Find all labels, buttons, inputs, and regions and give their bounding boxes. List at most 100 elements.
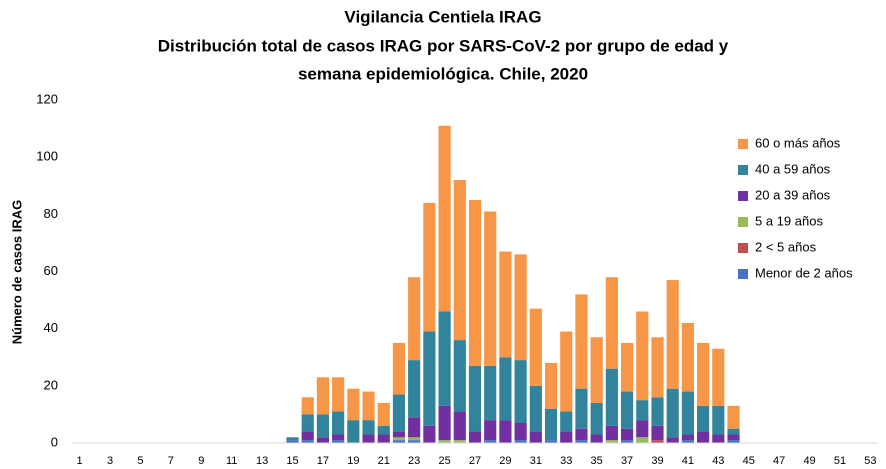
x-tick-label: 45 [743,455,755,467]
bar-segment [377,402,390,426]
bar-segment [651,397,664,426]
x-tick-label: 39 [651,455,663,467]
bar-segment [727,440,740,443]
bar-segment [316,437,330,443]
bar-segment [636,420,649,438]
bar-segment [468,200,482,366]
chart-subtitle: Distribución total de casos IRAG por SAR… [158,36,729,55]
bar-segment [544,408,558,441]
bar-segment [712,405,725,435]
bar-segment [453,440,466,443]
bar-segment [514,422,527,441]
bar-segment [468,365,482,432]
bar-segment [697,342,710,406]
legend-swatch [738,191,748,201]
bar-segment [560,331,573,412]
legend-swatch [738,269,748,279]
x-tick-label: 37 [621,455,633,467]
bar-segment [712,348,725,406]
legend-swatch [738,217,748,227]
bar-segment [499,251,512,358]
bar-segment [529,308,542,386]
bar-segment [301,397,314,415]
bar-segment [286,437,299,441]
x-tick-label: 17 [317,455,329,467]
bar-segment [377,425,390,435]
bar-segment [605,368,618,426]
bar-segment [605,440,618,443]
bar-segment [575,428,588,441]
legend-label: 5 a 19 años [755,213,823,228]
legend-swatch [738,243,748,253]
bar-segment [392,431,406,438]
bar-segment [590,337,603,403]
legend-label: Menor de 2 años [755,265,853,280]
bar-segment [514,360,527,423]
bar-segment [392,437,406,441]
bar-segment [484,365,497,421]
y-tick-label: 60 [44,263,58,278]
bar-segment [453,180,466,341]
y-axis-title: Número de casos IRAG [9,200,24,345]
bar-segment [651,337,664,398]
bar-segment [681,434,694,441]
bar-segment [408,277,421,361]
x-tick-label: 3 [107,455,113,467]
bar-segment [651,440,664,443]
bar-segment [316,414,330,438]
x-tick-label: 35 [591,455,603,467]
bar-segment [636,437,649,443]
bar-segment [514,254,527,361]
bar-segment [575,388,588,429]
bar-segment [484,211,497,366]
chart-title: Vigilancia Centiela IRAG [344,7,541,26]
bar-segment [681,391,694,435]
x-tick-label: 5 [137,455,143,467]
bar-segment [301,414,314,432]
bar-segment [301,440,314,443]
bar-segment [392,342,406,395]
bar-segment [666,388,679,438]
bar-segment [727,405,740,429]
bar-segment [697,431,710,443]
bar-segment [362,391,375,421]
bar-segment [560,411,573,432]
bar-segment [590,434,603,443]
y-tick-label: 40 [44,320,58,335]
bar-segment [620,428,634,441]
bar-segment [286,440,299,443]
x-tick-label: 1 [77,455,83,467]
bar-segment [544,440,558,443]
x-tick-label: 7 [168,455,174,467]
bar-segment [697,405,710,432]
x-tick-label: 19 [347,455,359,467]
bar-segment [651,425,664,441]
x-tick-label: 29 [499,455,511,467]
bar-segment [484,420,497,441]
x-tick-label: 41 [682,455,694,467]
bar-segment [332,377,345,412]
x-tick-label: 49 [803,455,815,467]
bar-segment [362,434,375,443]
bar-segment [301,431,314,441]
bar-segment [727,434,740,441]
y-tick-label: 100 [36,149,58,164]
bar-segment [438,125,451,312]
bar-segment [408,440,421,443]
chart-subtitle: semana epidemiológica. Chile, 2020 [298,64,588,83]
bar-segment [636,311,649,401]
bar-segment [332,440,345,443]
bar-segment [605,277,618,369]
bar-segment [681,322,694,392]
bar-segment [423,425,436,443]
legend-label: 20 a 39 años [755,187,831,202]
bar-segment [453,340,466,412]
bar-segment [727,428,740,435]
bar-segment [392,394,406,432]
bar-segment [529,385,542,432]
bar-segment [514,440,527,443]
bar-segment [666,437,679,443]
bar-segment [636,400,649,421]
bar-segment [681,440,694,443]
y-tick-label: 80 [44,206,58,221]
